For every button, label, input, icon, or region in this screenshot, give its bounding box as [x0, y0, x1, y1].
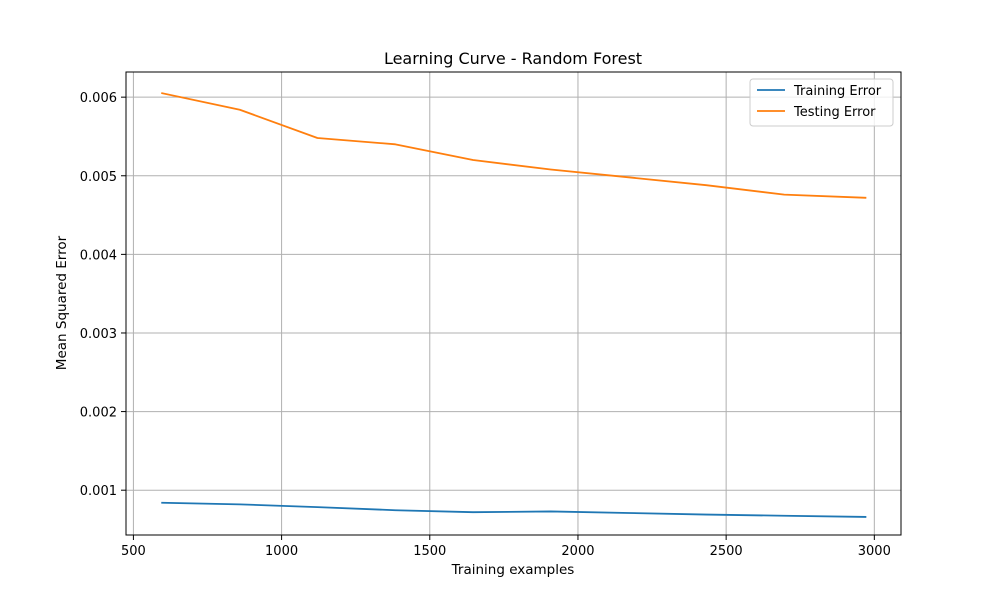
- series-line-testing-error: [161, 92, 867, 199]
- y-tick-label: 0.006: [80, 91, 117, 106]
- x-tick-label: 2500: [710, 544, 743, 559]
- x-tick-label: 2000: [561, 544, 594, 559]
- y-axis-ticks: 0.001 0.002 0.003 0.004 0.005 0.006: [80, 91, 126, 499]
- y-tick-label: 0.003: [80, 327, 117, 342]
- series-lines: [161, 92, 867, 518]
- legend-frame: [749, 78, 894, 127]
- y-tick-label: 0.004: [80, 248, 117, 263]
- y-tick-label: 0.002: [80, 406, 117, 421]
- plot-frame: [125, 71, 902, 536]
- x-tick-label: 3000: [858, 544, 891, 559]
- legend: Training Error Testing Error: [749, 78, 894, 127]
- legend-label-training-error: Training Error: [793, 84, 882, 99]
- x-tick-label: 1500: [413, 544, 446, 559]
- legend-label-testing-error: Testing Error: [793, 105, 876, 120]
- x-axis-ticks: 500 1000 1500 2000 2500 3000: [121, 535, 891, 559]
- y-tick-label: 0.001: [80, 484, 117, 499]
- x-tick-label: 500: [121, 544, 146, 559]
- y-tick-label: 0.005: [80, 170, 117, 185]
- plot-area: [126, 72, 901, 535]
- chart-title: Learning Curve - Random Forest: [384, 49, 642, 68]
- y-axis-label: Mean Squared Error: [54, 235, 70, 370]
- grid: [126, 72, 901, 535]
- x-tick-label: 1000: [265, 544, 298, 559]
- series-line-training-error: [161, 501, 867, 518]
- x-axis-label: Training examples: [451, 562, 575, 578]
